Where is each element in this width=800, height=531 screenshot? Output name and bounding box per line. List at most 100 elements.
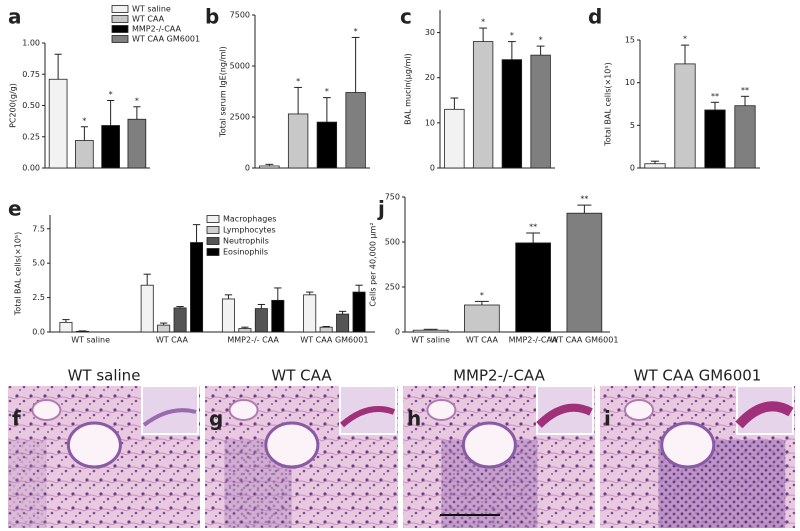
bar <box>464 304 500 333</box>
y-tick-label: 5000 <box>230 62 250 71</box>
legend-swatch <box>111 35 129 43</box>
panel-letter: a <box>8 5 22 29</box>
y-tick-label: 0.0 <box>32 328 45 337</box>
y-tick-label: 0 <box>430 164 435 173</box>
image-title: WT saline <box>68 367 141 385</box>
bar <box>704 109 726 169</box>
inset-epithelium <box>340 406 396 428</box>
significance-mark: ** <box>711 92 719 101</box>
bar <box>157 324 171 333</box>
bar <box>345 92 366 169</box>
significance-mark: ** <box>580 195 588 204</box>
y-tick-label: 0.00 <box>22 164 40 173</box>
y-tick-label: 500 <box>385 238 400 247</box>
y-axis-label: Total BAL cells(×10⁵) <box>604 62 613 146</box>
panel-letter: g <box>209 407 223 431</box>
x-tick-label: WT CAA <box>466 336 499 345</box>
y-tick-label: 0 <box>245 164 250 173</box>
airway <box>660 421 716 469</box>
bar <box>674 63 696 169</box>
legend-swatch <box>111 5 129 13</box>
y-tick-label: 0 <box>630 164 635 173</box>
bar <box>515 242 551 333</box>
bar <box>271 299 285 333</box>
legend-swatch <box>111 15 129 23</box>
x-tick-label: WT CAA GM6001 <box>550 336 618 345</box>
bar <box>336 313 350 333</box>
image-title: WT CAA GM6001 <box>634 367 762 385</box>
legend-label: WT CAA <box>132 15 165 24</box>
bar <box>238 328 252 333</box>
significance-mark: * <box>354 27 358 36</box>
y-tick-label: 750 <box>385 193 400 202</box>
legend-swatch <box>206 226 220 234</box>
bar <box>444 108 465 169</box>
y-axis-label: Total BAL cells(×10⁵) <box>14 232 23 316</box>
bar <box>75 330 89 333</box>
y-axis-label: Cells per 40,000 μm² <box>369 222 378 306</box>
bar <box>221 298 235 333</box>
vessel <box>624 399 654 421</box>
y-tick-label: 7.5 <box>32 224 45 233</box>
legend-label: Macrophages <box>223 215 276 224</box>
x-tick-label: MMP2-/- CAA <box>227 336 279 345</box>
x-tick-label: WT CAA <box>156 336 189 345</box>
legend-label: WT saline <box>132 5 171 14</box>
panel-letter: c <box>400 5 412 29</box>
bar <box>259 165 280 169</box>
significance-mark: * <box>325 87 329 96</box>
vessel <box>31 399 62 421</box>
y-axis-label: PC200(g/g) <box>9 83 18 128</box>
significance-mark: ** <box>529 223 537 232</box>
bar <box>287 113 309 169</box>
y-tick-label: 20 <box>425 73 435 82</box>
legend-swatch <box>206 248 220 256</box>
inset-epithelium <box>142 408 197 427</box>
y-tick-label: 0.75 <box>22 70 40 79</box>
significance-mark: ** <box>741 86 749 95</box>
bar <box>319 326 333 333</box>
y-tick-label: 5 <box>630 121 635 130</box>
x-tick-label: WT saline <box>411 336 450 345</box>
significance-mark: * <box>296 77 300 86</box>
bar <box>530 54 551 169</box>
bar <box>48 78 68 169</box>
y-tick-label: 2500 <box>230 113 250 122</box>
panel-letter: j <box>377 197 385 221</box>
vessel <box>426 399 457 421</box>
image-title: WT CAA <box>271 367 332 385</box>
inset-epithelium <box>536 403 593 428</box>
bar <box>75 140 94 169</box>
panel-letter: d <box>588 5 602 29</box>
legend-label: Eosinophils <box>223 248 268 257</box>
significance-mark: * <box>481 18 485 27</box>
bar <box>127 118 147 169</box>
x-tick-label: WT saline <box>71 336 110 345</box>
bar <box>316 121 338 169</box>
image-title: MMP2-/-CAA <box>453 367 546 385</box>
inset-epithelium <box>735 401 794 429</box>
y-tick-label: 1.00 <box>22 39 40 48</box>
y-tick-label: 0 <box>395 328 400 337</box>
y-axis-label: Total serum IgE(ng/ml) <box>219 46 228 138</box>
y-axis-label: BAL mucin(μg/ml) <box>404 53 413 125</box>
bar <box>303 294 317 333</box>
vessel <box>228 399 259 421</box>
significance-mark: * <box>82 116 86 125</box>
legend-label: Lymphocytes <box>223 226 276 235</box>
significance-mark: * <box>510 31 514 40</box>
bar <box>101 125 120 169</box>
y-tick-label: 10 <box>625 78 635 87</box>
bar <box>412 329 449 333</box>
y-tick-label: 5.0 <box>32 259 45 268</box>
bar <box>472 41 494 169</box>
x-tick-label: MMP2-/-CAA <box>509 336 558 345</box>
bar <box>501 59 523 169</box>
y-tick-label: 250 <box>385 283 400 292</box>
legend-label: WT CAA GM6001 <box>132 35 200 44</box>
airway <box>66 421 122 469</box>
y-tick-label: 2.5 <box>32 293 45 302</box>
bar <box>59 321 73 333</box>
significance-mark: * <box>683 35 687 44</box>
legend-swatch <box>206 215 220 223</box>
